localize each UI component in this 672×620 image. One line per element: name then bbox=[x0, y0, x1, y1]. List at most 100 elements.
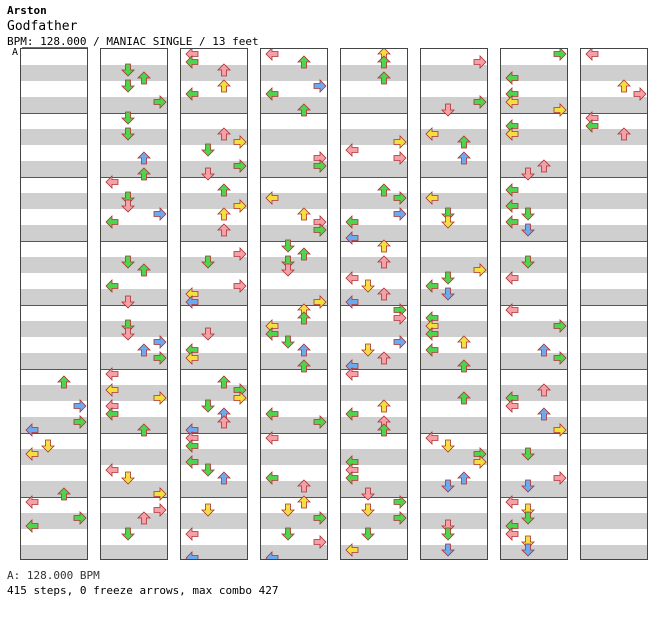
step-arrow-icon bbox=[121, 327, 135, 341]
step-arrow-icon bbox=[281, 263, 295, 277]
step-arrow-icon bbox=[57, 487, 71, 501]
step-arrow-icon bbox=[585, 49, 599, 61]
measure-line bbox=[21, 305, 87, 306]
measure-line bbox=[501, 113, 567, 114]
step-arrow-icon bbox=[201, 143, 215, 157]
step-arrow-icon bbox=[217, 63, 231, 77]
step-arrow-icon bbox=[137, 423, 151, 437]
step-arrow-icon bbox=[441, 543, 455, 557]
measure-line bbox=[501, 497, 567, 498]
step-arrow-icon bbox=[377, 55, 391, 69]
step-arrow-icon bbox=[121, 199, 135, 213]
measure-line bbox=[261, 177, 327, 178]
measure-line bbox=[501, 241, 567, 242]
measure-line bbox=[261, 497, 327, 498]
step-arrow-icon bbox=[345, 407, 359, 421]
step-arrow-icon bbox=[425, 191, 439, 205]
measure-line bbox=[581, 113, 647, 114]
measure-line bbox=[101, 305, 167, 306]
step-arrow-icon bbox=[345, 231, 359, 245]
step-arrow-icon bbox=[553, 319, 567, 333]
step-arrow-icon bbox=[201, 167, 215, 181]
chart-column bbox=[100, 48, 168, 560]
step-arrow-icon bbox=[521, 167, 535, 181]
measure-line bbox=[581, 177, 647, 178]
step-arrow-icon bbox=[441, 271, 455, 285]
step-arrow-icon bbox=[153, 335, 167, 349]
step-arrow-icon bbox=[441, 207, 455, 221]
step-arrow-icon bbox=[137, 167, 151, 181]
step-arrow-icon bbox=[345, 215, 359, 229]
measure-line bbox=[21, 177, 87, 178]
measure-line bbox=[341, 241, 407, 242]
step-arrow-icon bbox=[361, 279, 375, 293]
step-arrow-icon bbox=[25, 519, 39, 533]
measure-line bbox=[261, 241, 327, 242]
step-arrow-icon bbox=[313, 159, 327, 173]
step-arrow-icon bbox=[377, 255, 391, 269]
step-arrow-icon bbox=[521, 543, 535, 557]
measure-line bbox=[181, 305, 247, 306]
step-arrow-icon bbox=[297, 343, 311, 357]
step-arrow-icon bbox=[505, 399, 519, 413]
step-arrow-icon bbox=[425, 327, 439, 341]
chart-column bbox=[580, 48, 648, 560]
step-arrow-icon bbox=[217, 375, 231, 389]
measure-line bbox=[181, 497, 247, 498]
step-arrow-icon bbox=[201, 255, 215, 269]
step-arrow-icon bbox=[441, 439, 455, 453]
step-arrow-icon bbox=[265, 551, 279, 559]
step-arrow-icon bbox=[505, 199, 519, 213]
footer-stats: 415 steps, 0 freeze arrows, max combo 42… bbox=[7, 584, 279, 597]
step-arrow-icon bbox=[105, 463, 119, 477]
measure-line bbox=[341, 433, 407, 434]
step-arrow-icon bbox=[585, 119, 599, 133]
step-arrow-icon bbox=[377, 239, 391, 253]
step-arrow-icon bbox=[217, 127, 231, 141]
measure-line bbox=[21, 433, 87, 434]
step-arrow-icon bbox=[137, 343, 151, 357]
measure-line bbox=[501, 177, 567, 178]
step-arrow-icon bbox=[345, 143, 359, 157]
step-arrow-icon bbox=[521, 255, 535, 269]
step-arrow-icon bbox=[185, 439, 199, 453]
step-arrow-icon bbox=[297, 479, 311, 493]
chart-column bbox=[180, 48, 248, 560]
step-arrow-icon bbox=[537, 407, 551, 421]
measure-line bbox=[181, 369, 247, 370]
step-arrow-icon bbox=[377, 423, 391, 437]
step-arrow-icon bbox=[297, 311, 311, 325]
step-arrow-icon bbox=[297, 207, 311, 221]
step-arrow-icon bbox=[297, 247, 311, 261]
step-arrow-icon bbox=[393, 511, 407, 525]
step-arrow-icon bbox=[265, 327, 279, 341]
step-arrow-icon bbox=[505, 127, 519, 141]
step-arrow-icon bbox=[457, 151, 471, 165]
step-arrow-icon bbox=[25, 495, 39, 509]
step-arrow-icon bbox=[121, 319, 135, 333]
step-arrow-icon bbox=[217, 207, 231, 221]
step-arrow-icon bbox=[457, 359, 471, 373]
step-arrow-icon bbox=[345, 367, 359, 381]
step-arrow-icon bbox=[313, 511, 327, 525]
step-arrow-icon bbox=[505, 495, 519, 509]
measure-line bbox=[181, 113, 247, 114]
measure-line bbox=[341, 369, 407, 370]
step-arrow-icon bbox=[185, 551, 199, 559]
step-arrow-icon bbox=[201, 463, 215, 477]
step-arrow-icon bbox=[281, 255, 295, 269]
step-arrow-icon bbox=[473, 455, 487, 469]
step-arrow-icon bbox=[121, 471, 135, 485]
chart-column bbox=[260, 48, 328, 560]
artist-name: Arston bbox=[7, 4, 47, 17]
step-arrow-icon bbox=[121, 79, 135, 93]
step-arrow-icon bbox=[105, 407, 119, 421]
step-arrow-icon bbox=[457, 471, 471, 485]
step-arrow-icon bbox=[505, 71, 519, 85]
measure-line bbox=[181, 241, 247, 242]
measure-line bbox=[421, 433, 487, 434]
step-arrow-icon bbox=[217, 415, 231, 429]
step-arrow-icon bbox=[377, 71, 391, 85]
step-arrow-icon bbox=[393, 335, 407, 349]
step-arrow-icon bbox=[153, 95, 167, 109]
